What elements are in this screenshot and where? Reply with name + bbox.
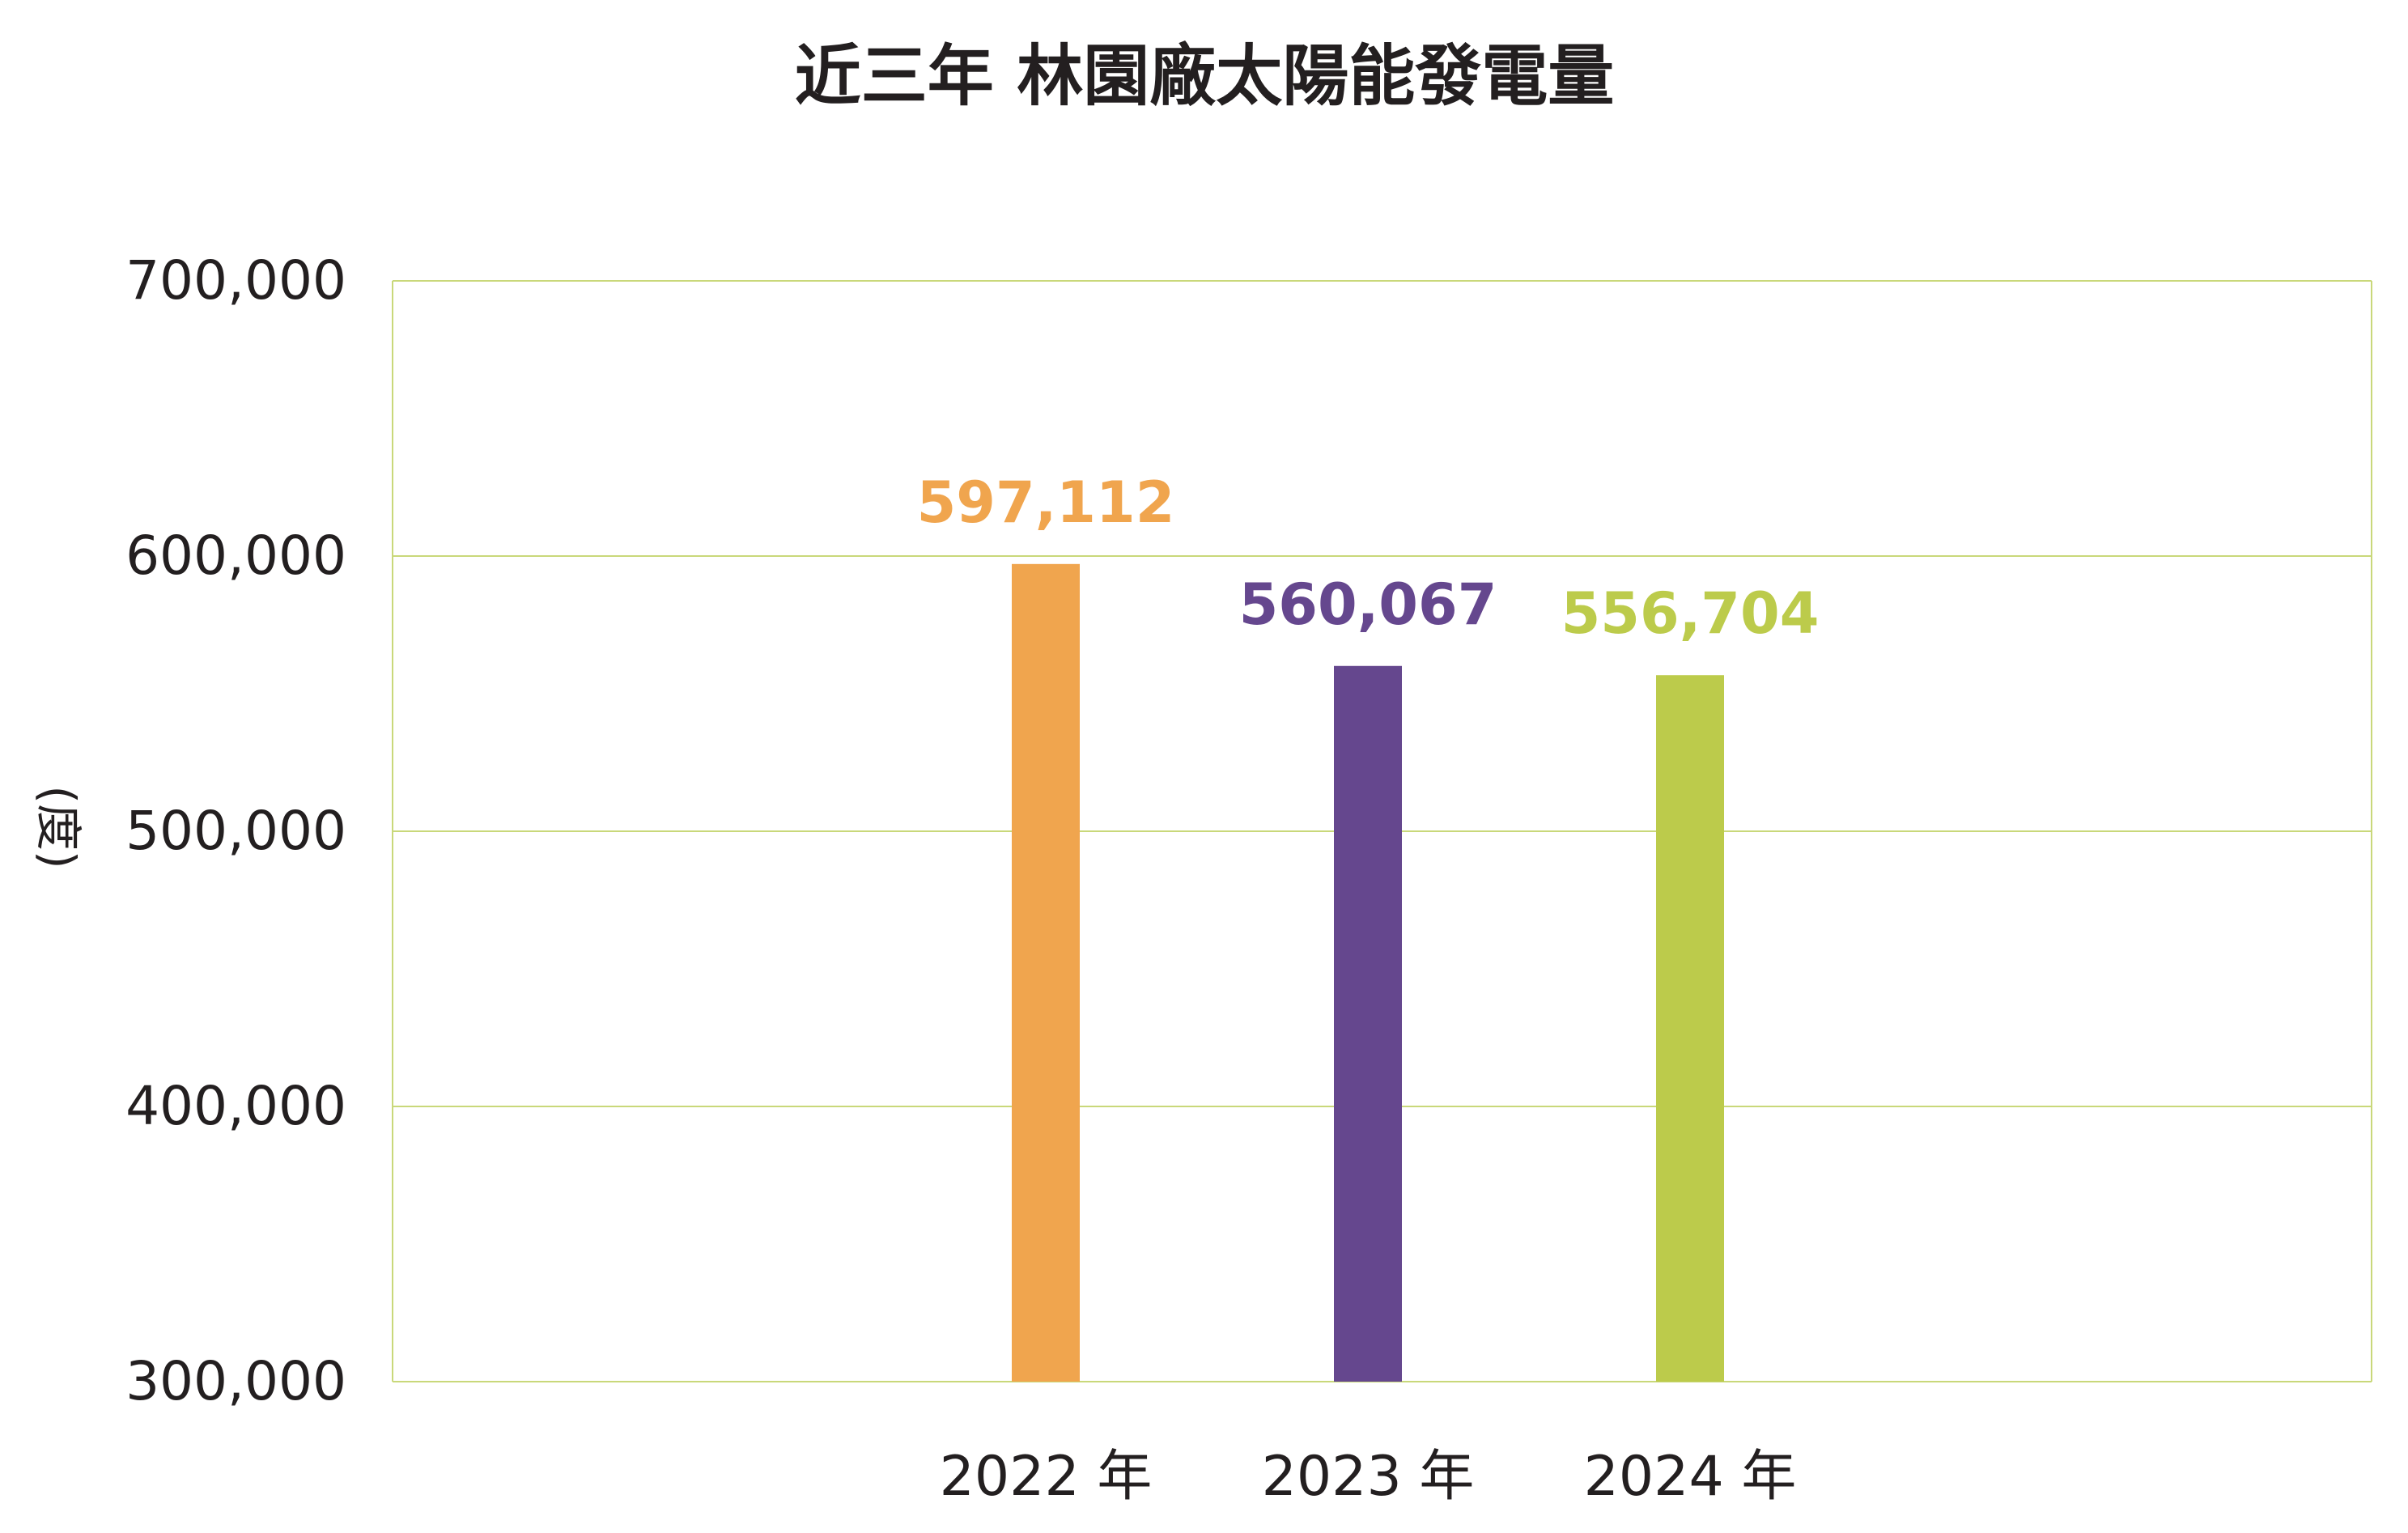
x-tick-label-1: 2023 年	[1262, 1445, 1475, 1509]
y-axis-label: (度)	[31, 785, 86, 868]
y-axis-ticks: 300,000 400,000 500,000 600,000 700,000	[125, 249, 346, 1412]
y-tick-label-4: 700,000	[125, 249, 346, 312]
bar-1	[1334, 665, 1402, 1382]
chart-title: 近三年 林園廠太陽能發電量	[795, 38, 1615, 115]
bar-0	[1012, 563, 1080, 1382]
y-tick-label-2: 500,000	[125, 800, 346, 862]
value-labels: 597,112 560,067 556,704	[917, 469, 1820, 647]
value-label-0: 597,112	[917, 469, 1175, 536]
value-label-1: 560,067	[1239, 571, 1497, 638]
bar-2	[1656, 675, 1724, 1382]
bars	[1012, 563, 1724, 1382]
value-label-2: 556,704	[1561, 580, 1820, 647]
y-tick-label-0: 300,000	[125, 1350, 346, 1412]
x-tick-label-2: 2024 年	[1584, 1445, 1797, 1509]
x-axis-ticks: 2022 年 2023 年 2024 年	[940, 1445, 1797, 1509]
y-tick-label-1: 400,000	[125, 1075, 346, 1137]
y-tick-label-3: 600,000	[125, 524, 346, 587]
x-tick-label-0: 2022 年	[940, 1445, 1153, 1509]
